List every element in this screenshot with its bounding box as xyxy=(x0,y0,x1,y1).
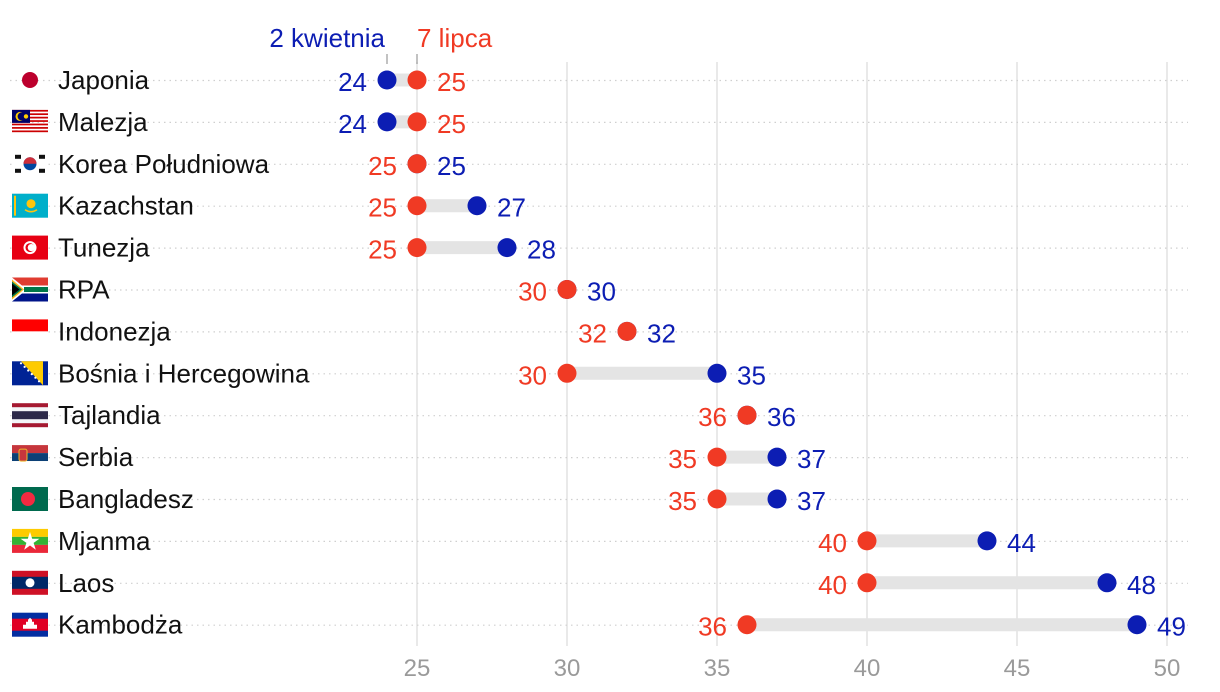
myanmar-flag xyxy=(12,528,48,553)
label-april: 24 xyxy=(338,109,367,139)
country-label: RPA xyxy=(58,275,110,305)
label-july: 36 xyxy=(698,612,727,642)
tunisia-flag xyxy=(12,235,48,260)
country-label: Indonezja xyxy=(58,316,171,346)
laos-flag xyxy=(12,570,48,595)
kazakhstan-flag xyxy=(12,193,48,218)
dot-july xyxy=(737,615,757,635)
dot-april xyxy=(377,70,397,90)
dot-july xyxy=(407,112,427,132)
dot-july xyxy=(557,280,577,299)
data-points xyxy=(377,70,1147,635)
x-tick-label: 35 xyxy=(704,655,731,682)
label-july: 40 xyxy=(818,570,847,600)
bangladesh-flag xyxy=(12,487,48,511)
country-label: Tunezja xyxy=(58,233,150,263)
label-july: 30 xyxy=(518,277,547,307)
label-july: 25 xyxy=(368,193,397,223)
country-labels: Japonia Malezja Korea Południowa Kazachstan… xyxy=(58,65,310,640)
label-april: 25 xyxy=(437,151,466,181)
flag-icons xyxy=(12,72,48,637)
label-july: 32 xyxy=(578,318,607,348)
dot-july xyxy=(617,321,637,341)
x-tick-label: 25 xyxy=(404,655,431,682)
dot-april xyxy=(707,363,727,383)
country-label: Mjanma xyxy=(58,526,151,556)
dot-july xyxy=(857,531,877,551)
dot-april xyxy=(1127,615,1147,635)
country-label: Kambodża xyxy=(58,610,183,640)
cambodia-flag xyxy=(12,612,48,637)
country-label: Korea Południowa xyxy=(58,149,270,179)
label-april: 28 xyxy=(527,235,556,265)
country-label: Tajlandia xyxy=(58,400,161,430)
label-april: 44 xyxy=(1007,528,1036,558)
label-july: 25 xyxy=(437,67,466,97)
grid-lines xyxy=(416,62,1168,646)
x-tick-label: 40 xyxy=(854,655,881,682)
dot-july xyxy=(707,489,727,509)
japan-flag xyxy=(22,72,38,88)
country-label: Japonia xyxy=(58,65,150,95)
legend-april: 2 kwietnia xyxy=(269,23,385,53)
dot-april xyxy=(467,196,487,216)
label-april: 35 xyxy=(737,360,766,390)
dot-april xyxy=(377,112,397,132)
dot-april xyxy=(977,531,997,551)
south-korea-flag xyxy=(12,151,48,176)
label-july: 35 xyxy=(668,444,697,474)
dot-july xyxy=(857,573,877,593)
dot-july xyxy=(407,238,427,258)
dot-april xyxy=(1097,573,1117,593)
country-label: Serbia xyxy=(58,442,134,472)
label-july: 40 xyxy=(818,528,847,558)
dot-july xyxy=(707,447,727,467)
x-tick-label: 45 xyxy=(1004,655,1031,682)
label-april: 37 xyxy=(797,486,826,516)
dot-july xyxy=(407,154,427,174)
label-april: 37 xyxy=(797,444,826,474)
bosnia-flag xyxy=(12,361,48,386)
legend-july: 7 lipca xyxy=(417,23,493,53)
thailand-flag xyxy=(12,403,48,428)
dot-april xyxy=(767,447,787,467)
south-africa-flag xyxy=(12,277,48,302)
dot-july xyxy=(407,70,427,90)
country-label: Bangladesz xyxy=(58,484,194,514)
label-april: 27 xyxy=(497,193,526,223)
label-july: 36 xyxy=(698,402,727,432)
country-label: Laos xyxy=(58,568,114,598)
indonesia-flag xyxy=(12,319,48,344)
dot-july xyxy=(557,363,577,383)
label-july: 25 xyxy=(368,151,397,181)
malaysia-flag xyxy=(12,109,48,133)
x-axis-ticks: 25 30 35 40 45 50 xyxy=(404,655,1181,682)
x-tick-label: 50 xyxy=(1154,655,1181,682)
dot-april xyxy=(767,489,787,509)
legend: 2 kwietnia 7 lipca xyxy=(269,23,493,64)
label-april: 48 xyxy=(1127,570,1156,600)
label-april: 36 xyxy=(767,402,796,432)
x-tick-label: 30 xyxy=(554,655,581,682)
dot-july xyxy=(407,196,427,216)
dot-april xyxy=(497,238,517,258)
label-april: 30 xyxy=(587,277,616,307)
country-label: Kazachstan xyxy=(58,191,194,221)
country-label: Malezja xyxy=(58,107,148,137)
label-april: 24 xyxy=(338,67,367,97)
label-july: 35 xyxy=(668,486,697,516)
label-april: 32 xyxy=(647,318,676,348)
country-label: Bośnia i Hercegowina xyxy=(58,358,310,388)
label-april: 49 xyxy=(1157,612,1186,642)
label-july: 25 xyxy=(437,109,466,139)
dot-july xyxy=(737,405,757,425)
label-july: 30 xyxy=(518,360,547,390)
label-july: 25 xyxy=(368,235,397,265)
serbia-flag xyxy=(12,445,48,470)
